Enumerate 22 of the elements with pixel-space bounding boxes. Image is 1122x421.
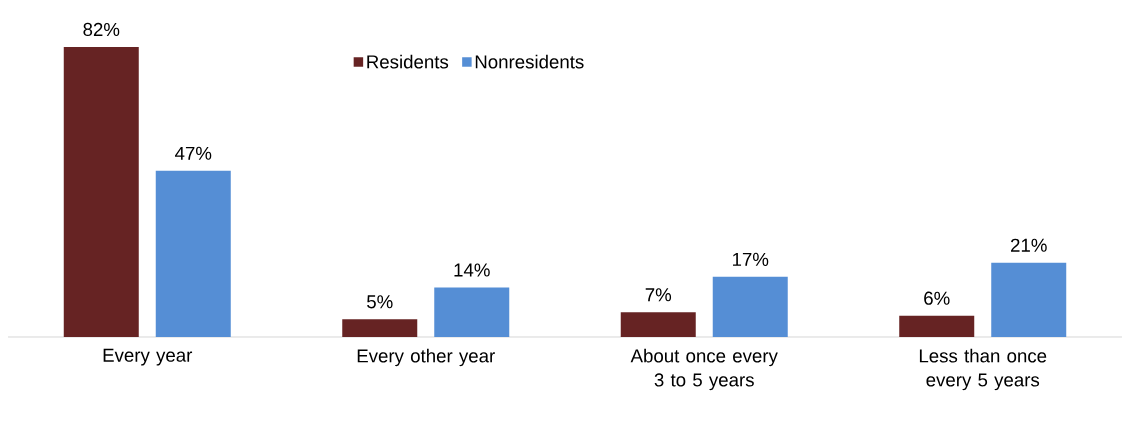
data-label: 7%: [645, 288, 672, 302]
bar: [991, 262, 1067, 337]
data-label: 47%: [175, 146, 212, 160]
bar: [712, 276, 788, 337]
legend-label: Residents: [367, 54, 449, 69]
data-label: 21%: [1011, 238, 1047, 252]
data-label: 82%: [83, 22, 120, 37]
bar: [63, 47, 139, 337]
data-label: 14%: [454, 263, 490, 277]
x-tick-label: About once every 3 to 5 years: [630, 348, 778, 391]
x-tick-label: Every year: [103, 348, 193, 366]
x-tick-label: Every other year: [357, 348, 495, 367]
bar: [899, 315, 975, 337]
bar: [342, 319, 418, 337]
x-tick-label: Less than once every 5 years: [919, 348, 1047, 391]
data-label: 17%: [732, 252, 769, 266]
bar: [434, 287, 510, 337]
data-label: 5%: [367, 295, 393, 309]
legend-label: Nonresidents: [475, 54, 584, 69]
bar: [155, 170, 231, 337]
data-label: 6%: [924, 291, 950, 305]
bar: [620, 312, 696, 337]
